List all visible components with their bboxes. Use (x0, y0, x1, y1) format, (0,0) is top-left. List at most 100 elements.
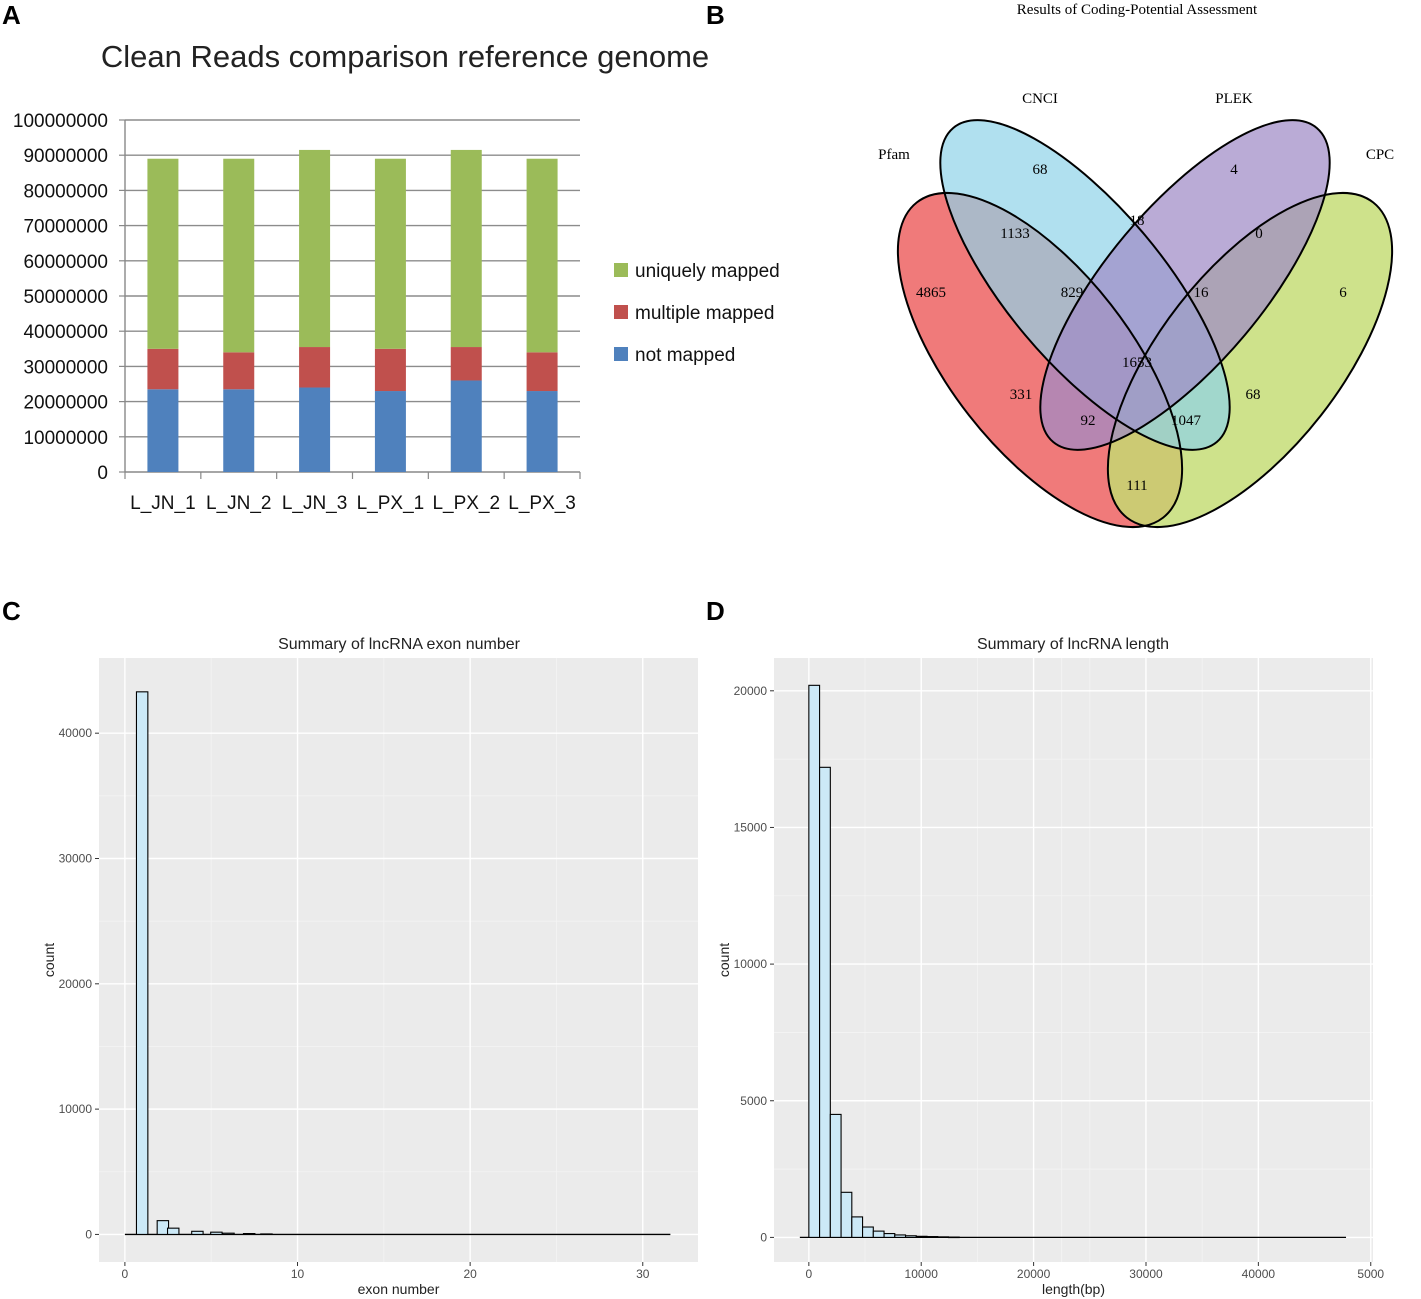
y-tick-label: 70000000 (23, 217, 108, 238)
venn-region-count: 6 (1339, 285, 1347, 301)
y-tick-label: 15000 (734, 820, 768, 834)
chart-d-title: Summary of lncRNA length (977, 636, 1169, 653)
plot-panel (774, 658, 1373, 1262)
chart-c-title: Summary of lncRNA exon number (278, 636, 521, 653)
bar-segment (299, 387, 331, 472)
bar-segment (450, 347, 482, 381)
bar-segment (374, 158, 406, 349)
y-tick-label: 20000000 (23, 393, 108, 414)
venn-region-count: 1653 (1122, 355, 1152, 371)
histogram-bar (840, 1191, 853, 1238)
bar-segment (223, 158, 255, 353)
y-tick-label: 0 (760, 1230, 767, 1244)
venn-region-count: 68 (1033, 162, 1048, 178)
legend-label: uniquely mapped (635, 261, 780, 282)
x-tick-label: L_JN_3 (282, 493, 348, 514)
histogram-bar (937, 1236, 950, 1238)
x-tick-label: L_PX_3 (508, 493, 576, 514)
panel-letter-c: C (2, 596, 21, 626)
venn-region-count: 111 (1126, 478, 1147, 494)
y-tick-label: 90000000 (23, 146, 108, 167)
x-tick-label: L_PX_2 (432, 493, 500, 514)
y-tick-label: 10000000 (23, 428, 108, 449)
y-tick-label: 100000000 (13, 111, 108, 132)
y-tick-label: 10000 (734, 957, 768, 971)
bar-segment (450, 149, 482, 348)
plot-panel (99, 658, 698, 1262)
bar-segment (374, 348, 406, 392)
histogram-bar (851, 1216, 864, 1238)
bar-segment (299, 347, 331, 388)
histogram-bar (260, 1233, 273, 1235)
venn-region-count: 18 (1130, 213, 1145, 229)
histogram-bar (926, 1236, 939, 1238)
x-tick-label: 10 (291, 1267, 305, 1281)
y-tick-label: 0 (97, 463, 108, 484)
bar-segment (526, 352, 558, 392)
histogram-bar (872, 1230, 885, 1238)
venn-ellipse-outline (939, 119, 1231, 451)
legend-label: not mapped (635, 345, 735, 366)
panel-letter-d: D (706, 596, 725, 626)
chart-a-title: Clean Reads comparison reference genome (101, 39, 709, 74)
histogram-bar (222, 1232, 235, 1235)
histogram-bar (883, 1233, 896, 1238)
legend-swatch (614, 263, 628, 277)
venn-title: Results of Coding-Potential Assessment (1017, 2, 1258, 18)
bar-segment (223, 352, 255, 390)
x-tick-label: 40000 (1242, 1267, 1276, 1281)
histogram-bar (191, 1230, 204, 1235)
venn-region-count: 16 (1194, 285, 1210, 301)
bar-segment (147, 158, 179, 349)
bar-segment (450, 380, 482, 472)
venn-region-count: 68 (1246, 387, 1261, 403)
x-tick-label: 30 (636, 1267, 650, 1281)
histogram-bar (947, 1236, 960, 1239)
bar-segment (526, 391, 558, 472)
histogram-bar (894, 1234, 907, 1238)
y-tick-label: 20000 (734, 684, 768, 698)
venn-region-count: 92 (1081, 413, 1096, 429)
venn-set-label: CNCI (1022, 91, 1058, 107)
venn-ellipse-outline (1106, 191, 1394, 529)
y-tick-label: 80000000 (23, 181, 108, 202)
histogram-bar (135, 691, 149, 1235)
venn-set-label: PLEK (1215, 91, 1253, 107)
y-tick-label: 20000 (59, 977, 93, 991)
x-tick-label: 10000 (905, 1267, 939, 1281)
bar-segment (526, 158, 558, 353)
legend-swatch (614, 305, 628, 319)
x-tick-label: L_PX_1 (357, 493, 425, 514)
histogram-bar (210, 1231, 223, 1235)
histogram-bar (862, 1226, 874, 1238)
x-tick-label: 0 (122, 1267, 129, 1281)
histogram-bar (242, 1233, 256, 1235)
bar-segment (374, 391, 406, 472)
y-tick-label: 10000 (59, 1102, 93, 1116)
panel-letter-a: A (2, 0, 21, 30)
venn-ellipse-outline (896, 191, 1184, 529)
x-tick-label: L_JN_2 (206, 493, 272, 514)
y-tick-label: 40000000 (23, 322, 108, 343)
legend-swatch (614, 347, 628, 361)
histogram-bar (915, 1235, 928, 1238)
x-tick-label: 20000 (1017, 1267, 1051, 1281)
y-axis-label: count (41, 943, 57, 977)
histogram-bar (819, 766, 831, 1238)
y-tick-label: 60000000 (23, 252, 108, 273)
x-tick-label: 5000 (1357, 1267, 1384, 1281)
venn-region-count: 331 (1010, 387, 1033, 403)
y-tick-label: 30000000 (23, 357, 108, 378)
venn-ellipse-outline (1039, 119, 1331, 451)
venn-region-count: 0 (1255, 226, 1263, 242)
venn-set-label: Pfam (878, 147, 910, 163)
venn-ellipse (1040, 120, 1330, 450)
x-tick-label: L_JN_1 (130, 493, 196, 514)
venn-region-count: 4865 (916, 285, 946, 301)
venn-region-count: 1133 (1000, 226, 1029, 242)
histogram-bar (904, 1235, 917, 1238)
y-tick-label: 50000000 (23, 287, 108, 308)
